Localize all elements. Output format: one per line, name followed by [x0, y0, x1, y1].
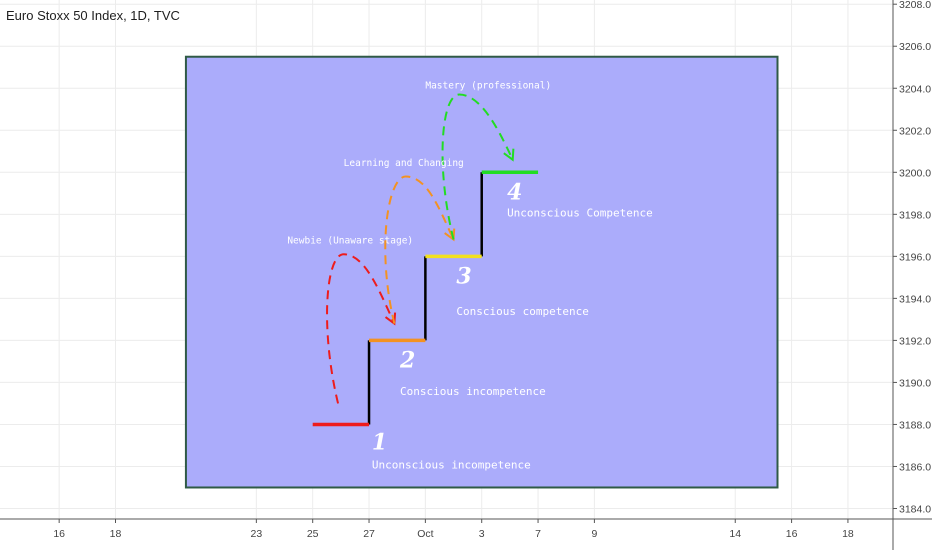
staircase: [312, 170, 539, 427]
stage-label-2: Conscious incompetence: [400, 385, 546, 398]
y-tick-label: 3192.0: [899, 335, 931, 347]
y-tick-label: 3202.0: [899, 125, 931, 137]
stage-label-3: Conscious competence: [456, 305, 588, 318]
drawing-rectangle: [184, 55, 779, 489]
y-tick-label: 3206.0: [899, 41, 931, 53]
curved-arrows: [326, 93, 515, 404]
x-tick-label: 16: [786, 528, 798, 540]
stage-label-1: Unconscious incompetence: [372, 459, 531, 472]
stage-number-1: 1: [372, 430, 387, 456]
y-tick-label: 3208.0: [899, 0, 931, 11]
y-tick-label: 3200.0: [899, 167, 931, 179]
drawing-box: [184, 55, 779, 489]
curved-arrow-3: [441, 93, 514, 240]
arrowhead: [503, 148, 515, 162]
stage-labels: 1 2 3 4 Unconscious incompetence Conscious in…: [287, 80, 652, 471]
annotation-3: Mastery (professional): [425, 80, 551, 91]
curved-arrow-2: [384, 175, 455, 324]
y-tick-label: 3186.0: [899, 461, 931, 473]
x-tick-label: 25: [307, 528, 319, 540]
y-tick-label: 3204.0: [899, 83, 931, 95]
x-tick-label: 16: [53, 528, 65, 540]
curved-arrow-1: [326, 253, 396, 404]
x-tick-label: 18: [842, 528, 854, 540]
stage-number-4: 4: [507, 180, 522, 206]
annotation-1: Newbie (Unaware stage): [287, 236, 413, 247]
x-tick-label: 14: [729, 528, 741, 540]
stage-number-3: 3: [456, 264, 471, 290]
symbol-title: Euro Stoxx 50 Index, 1D, TVC: [6, 8, 180, 23]
stage-label-4: Unconscious Competence: [507, 206, 653, 219]
x-tick-label: 7: [535, 528, 541, 540]
x-tick-label: 9: [591, 528, 597, 540]
y-tick-label: 3194.0: [899, 293, 931, 305]
x-tick-label: 18: [110, 528, 122, 540]
arrowhead: [384, 312, 397, 326]
x-tick-label: 27: [363, 528, 375, 540]
annotation-2: Learning and Changing: [344, 158, 464, 169]
y-tick-label: 3184.0: [899, 503, 931, 515]
x-tick-label: Oct: [417, 528, 433, 540]
x-tick-label: 3: [479, 528, 485, 540]
y-tick-label: 3196.0: [899, 251, 931, 263]
y-tick-label: 3190.0: [899, 377, 931, 389]
x-tick-label: 23: [251, 528, 263, 540]
y-tick-label: 3198.0: [899, 209, 931, 221]
y-tick-label: 3188.0: [899, 419, 931, 431]
stage-number-2: 2: [399, 348, 415, 374]
